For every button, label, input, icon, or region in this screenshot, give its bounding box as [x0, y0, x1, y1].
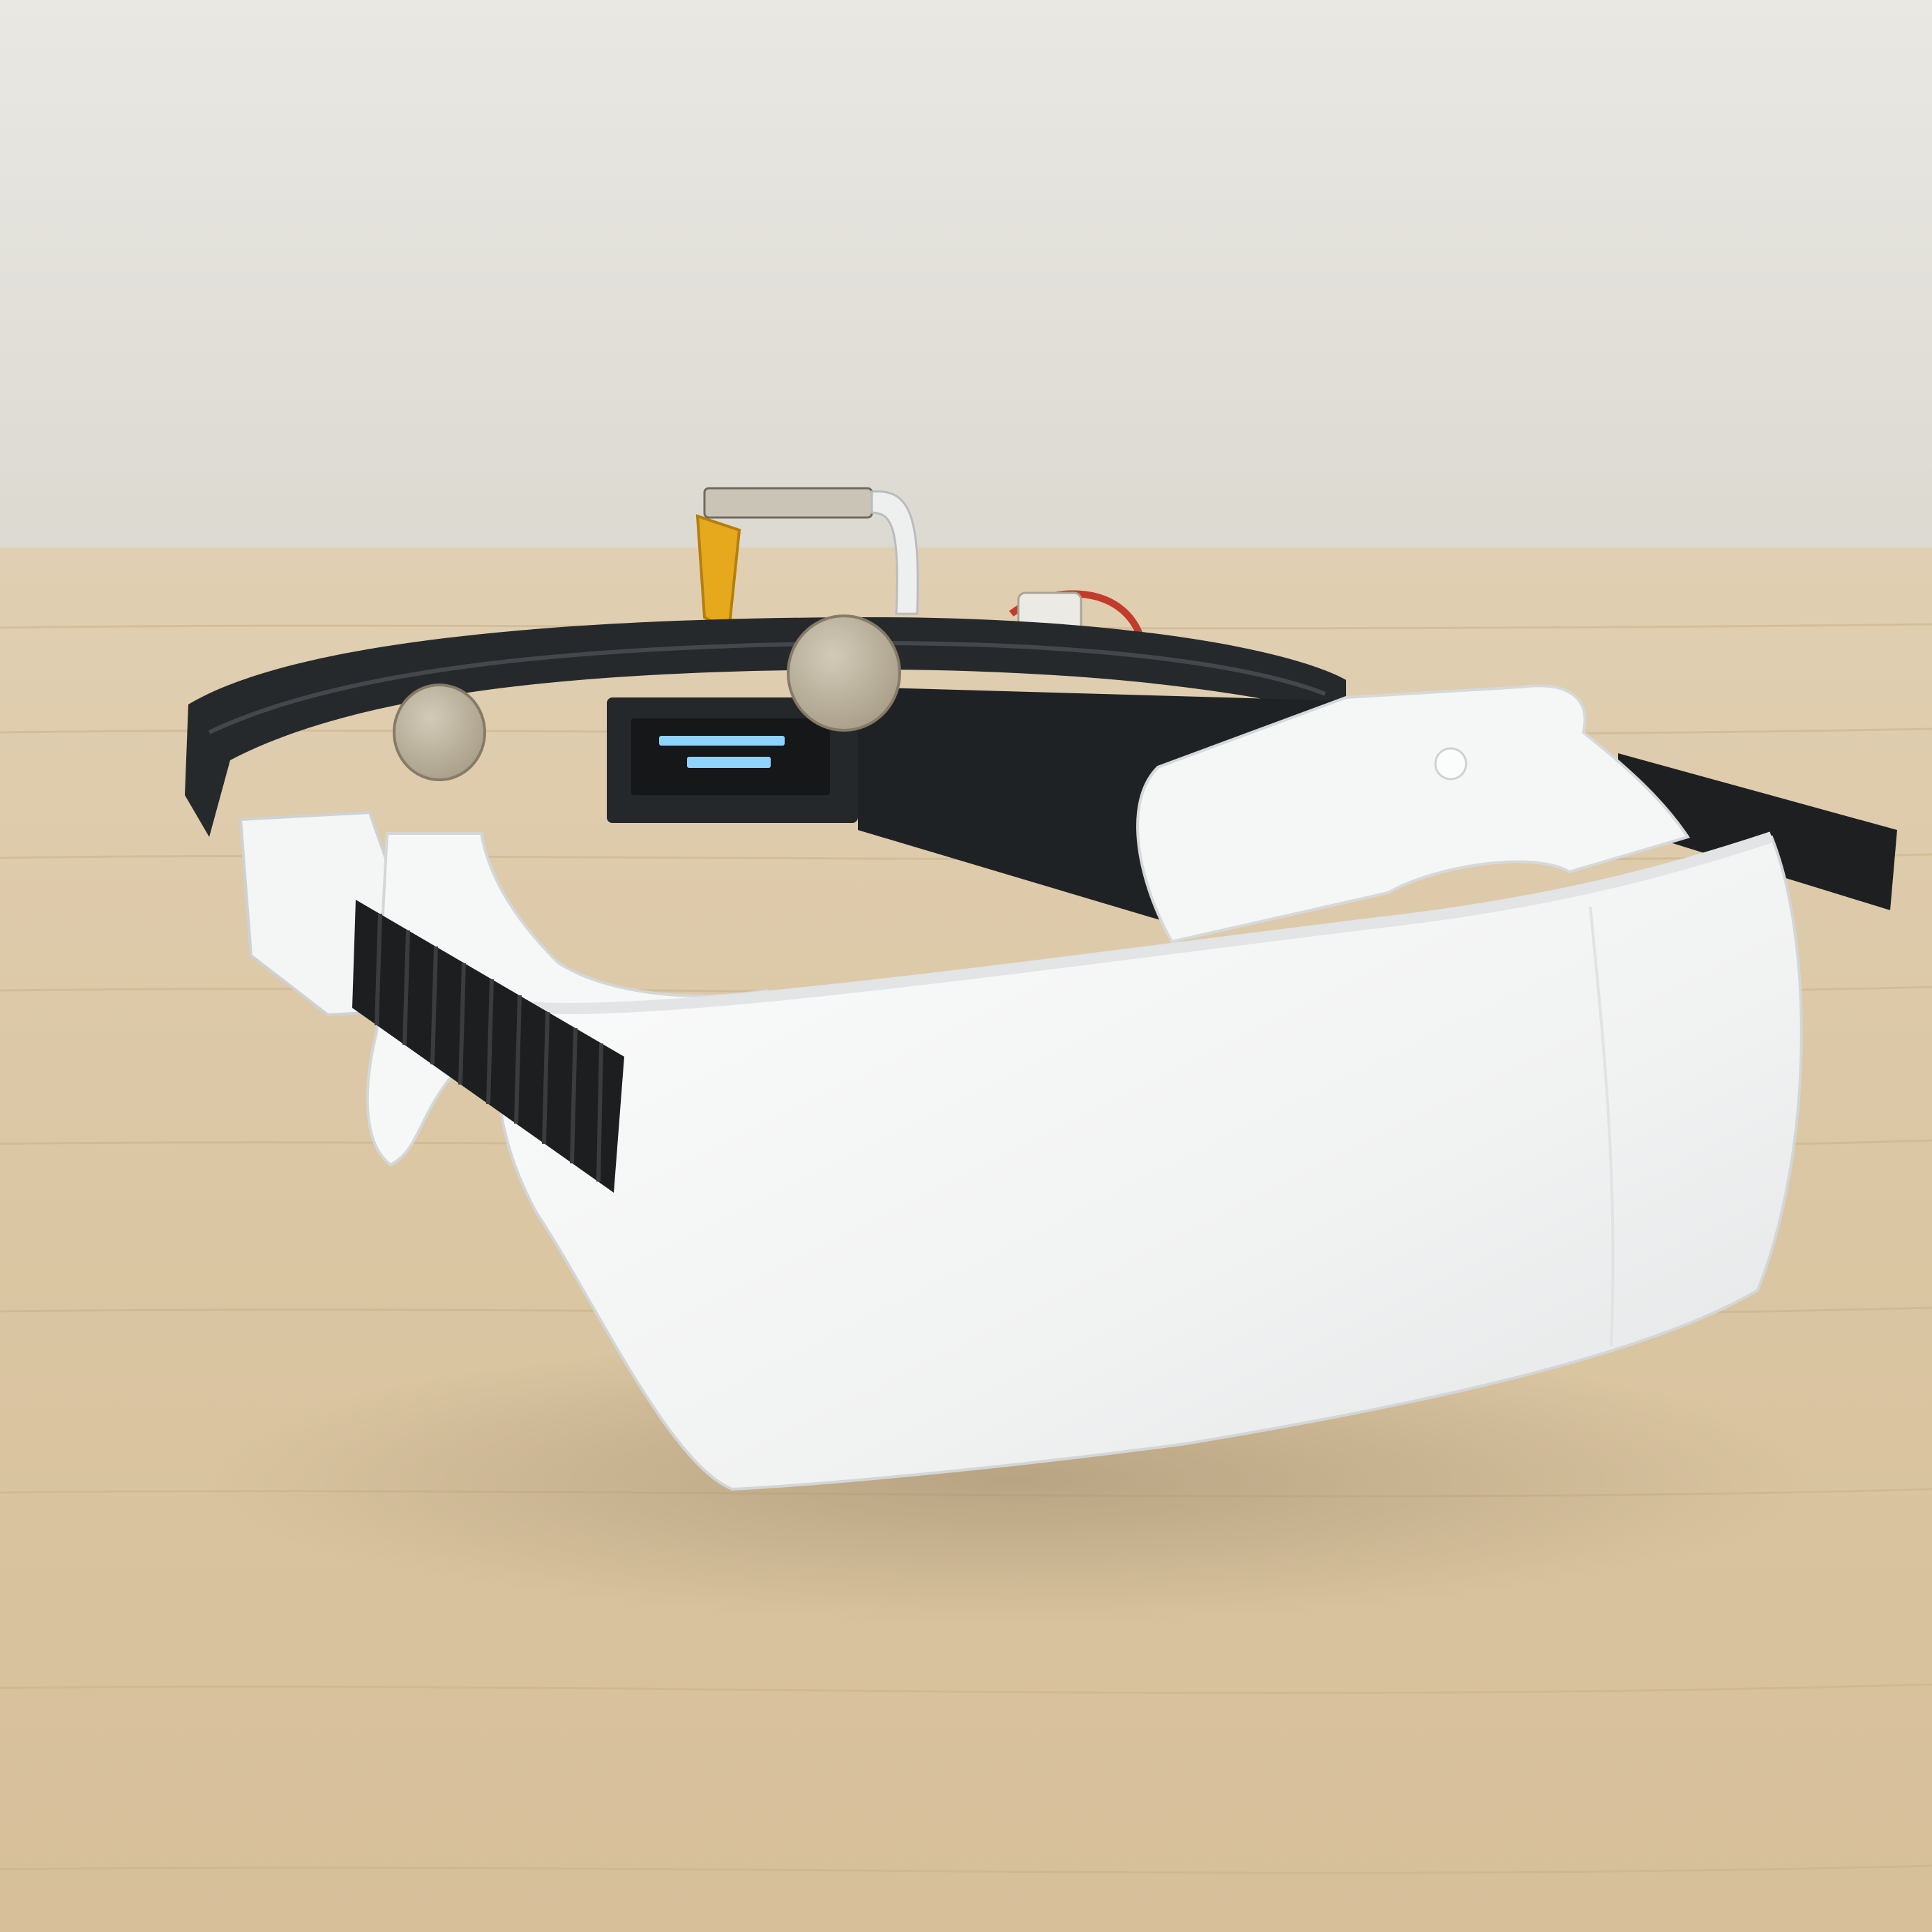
white-ribbon-cable — [870, 490, 919, 615]
strap-ribs — [375, 913, 603, 1182]
plate-peg — [1434, 747, 1467, 780]
circuit-board — [703, 487, 873, 519]
electrode-pad-left — [393, 684, 486, 781]
right-face-plate — [1136, 684, 1691, 944]
device-shadow — [209, 1332, 1813, 1625]
right-strap — [1618, 753, 1897, 910]
electrode-pad-right — [787, 614, 901, 732]
visor-seam — [1589, 906, 1615, 1347]
oled-text — [659, 736, 785, 768]
headband — [185, 617, 1346, 837]
wall-background — [0, 0, 1932, 558]
visor-top-edge — [501, 831, 1774, 1014]
